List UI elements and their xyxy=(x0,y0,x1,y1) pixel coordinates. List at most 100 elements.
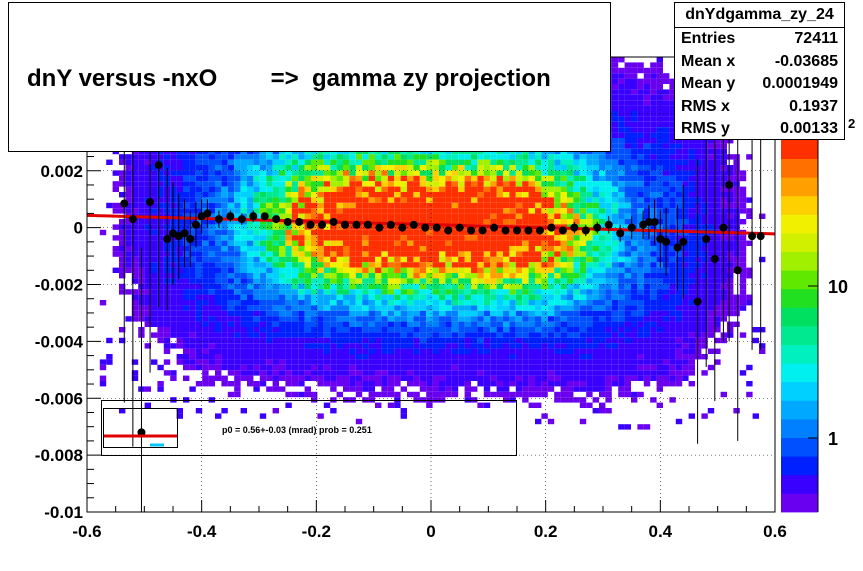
heatmap-cell xyxy=(586,229,593,236)
heatmap-cell xyxy=(195,294,203,300)
heatmap-cell xyxy=(394,197,401,203)
heatmap-cell xyxy=(624,278,631,284)
heatmap-cell xyxy=(419,343,427,349)
heatmap-cell xyxy=(311,310,318,317)
heatmap-cell xyxy=(298,278,305,284)
heatmap-cell xyxy=(611,197,619,203)
heatmap-cell xyxy=(586,235,593,241)
heatmap-cell xyxy=(637,67,644,74)
heatmap-cell xyxy=(336,181,343,187)
heatmap-cell xyxy=(381,251,388,257)
heatmap-cell xyxy=(445,246,452,252)
heatmap-cell xyxy=(515,289,523,295)
heatmap-cell xyxy=(451,197,459,203)
heatmap-cell xyxy=(183,321,190,327)
heatmap-cell xyxy=(445,186,452,192)
heatmap-cell xyxy=(311,251,318,257)
heatmap-cell xyxy=(336,159,343,165)
heatmap-cell xyxy=(304,186,311,192)
heatmap-cell xyxy=(157,251,164,257)
heatmap-cell xyxy=(637,240,644,246)
heatmap-cell xyxy=(535,219,542,225)
heatmap-cell xyxy=(221,186,228,192)
heatmap-cell xyxy=(227,208,235,214)
heatmap-cell xyxy=(650,73,657,79)
heatmap-cell xyxy=(675,202,683,209)
heatmap-cell xyxy=(272,337,279,344)
heatmap-cell xyxy=(170,159,177,165)
heatmap-cell xyxy=(573,273,580,279)
heatmap-cell xyxy=(503,159,510,165)
heatmap-cell xyxy=(451,240,459,246)
heatmap-cell xyxy=(330,273,337,279)
heatmap-cell xyxy=(439,273,446,279)
heatmap-cell xyxy=(413,337,420,344)
heatmap-cell xyxy=(144,283,151,290)
heatmap-cell xyxy=(464,197,471,203)
heatmap-cell xyxy=(643,84,651,90)
heatmap-cell xyxy=(637,316,644,322)
heatmap-cell xyxy=(151,305,158,311)
heatmap-cell xyxy=(586,224,593,230)
heatmap-cell xyxy=(215,197,222,203)
heatmap-cell xyxy=(701,138,708,144)
heatmap-cell xyxy=(464,159,471,165)
heatmap-cell xyxy=(413,256,420,263)
heatmap-cell xyxy=(323,321,331,327)
heatmap-cell xyxy=(490,262,497,268)
heatmap-cell xyxy=(208,316,215,322)
heatmap-cell xyxy=(695,186,702,192)
heatmap-cell xyxy=(285,235,292,241)
heatmap-cell xyxy=(707,213,715,219)
heatmap-cell xyxy=(170,154,177,160)
heatmap-cell xyxy=(112,267,119,273)
heatmap-cell xyxy=(234,202,241,209)
heatmap-cell xyxy=(727,294,734,300)
heatmap-cell xyxy=(535,321,542,327)
heatmap-cell xyxy=(509,256,516,263)
heatmap-cell xyxy=(643,165,651,171)
heatmap-cell xyxy=(119,208,126,214)
heatmap-cell xyxy=(618,332,625,338)
heatmap-cell xyxy=(579,321,587,327)
heatmap-cell xyxy=(573,181,580,187)
heatmap-cell xyxy=(394,256,401,263)
heatmap-cell xyxy=(381,181,388,187)
heatmap-cell xyxy=(695,219,702,225)
heatmap-cell xyxy=(227,235,235,241)
heatmap-cell xyxy=(656,73,663,79)
heatmap-cell xyxy=(509,273,516,279)
heatmap-cell xyxy=(554,229,561,236)
heatmap-cell xyxy=(266,256,273,263)
heatmap-cell xyxy=(701,165,708,171)
heatmap-cell xyxy=(707,138,715,144)
heatmap-cell xyxy=(567,197,574,203)
heatmap-cell xyxy=(637,256,644,263)
heatmap-cell xyxy=(618,154,625,160)
heatmap-cell xyxy=(279,240,286,246)
heatmap-cell xyxy=(176,219,183,225)
heatmap-cell xyxy=(387,181,395,187)
heatmap-cell xyxy=(586,337,593,344)
heatmap-cell xyxy=(650,67,657,74)
heatmap-cell xyxy=(650,154,657,160)
heatmap-cell xyxy=(503,343,510,349)
heatmap-cell xyxy=(515,300,523,306)
heatmap-cell xyxy=(419,256,427,263)
heatmap-cell xyxy=(355,240,363,246)
heatmap-cell xyxy=(381,219,388,225)
heatmap-cell xyxy=(695,289,702,295)
heatmap-cell xyxy=(490,310,497,317)
heatmap-cell xyxy=(317,251,324,257)
heatmap-cell xyxy=(682,316,689,322)
heatmap-cell xyxy=(266,170,273,176)
heatmap-cell xyxy=(688,332,695,338)
heatmap-cell xyxy=(605,267,612,273)
heatmap-cell xyxy=(247,337,254,344)
heatmap-cell xyxy=(573,316,580,322)
heatmap-cell xyxy=(394,213,401,219)
heatmap-cell xyxy=(291,321,299,327)
heatmap-cell xyxy=(387,294,395,300)
heatmap-cell xyxy=(477,235,484,241)
heatmap-cell xyxy=(464,262,471,268)
